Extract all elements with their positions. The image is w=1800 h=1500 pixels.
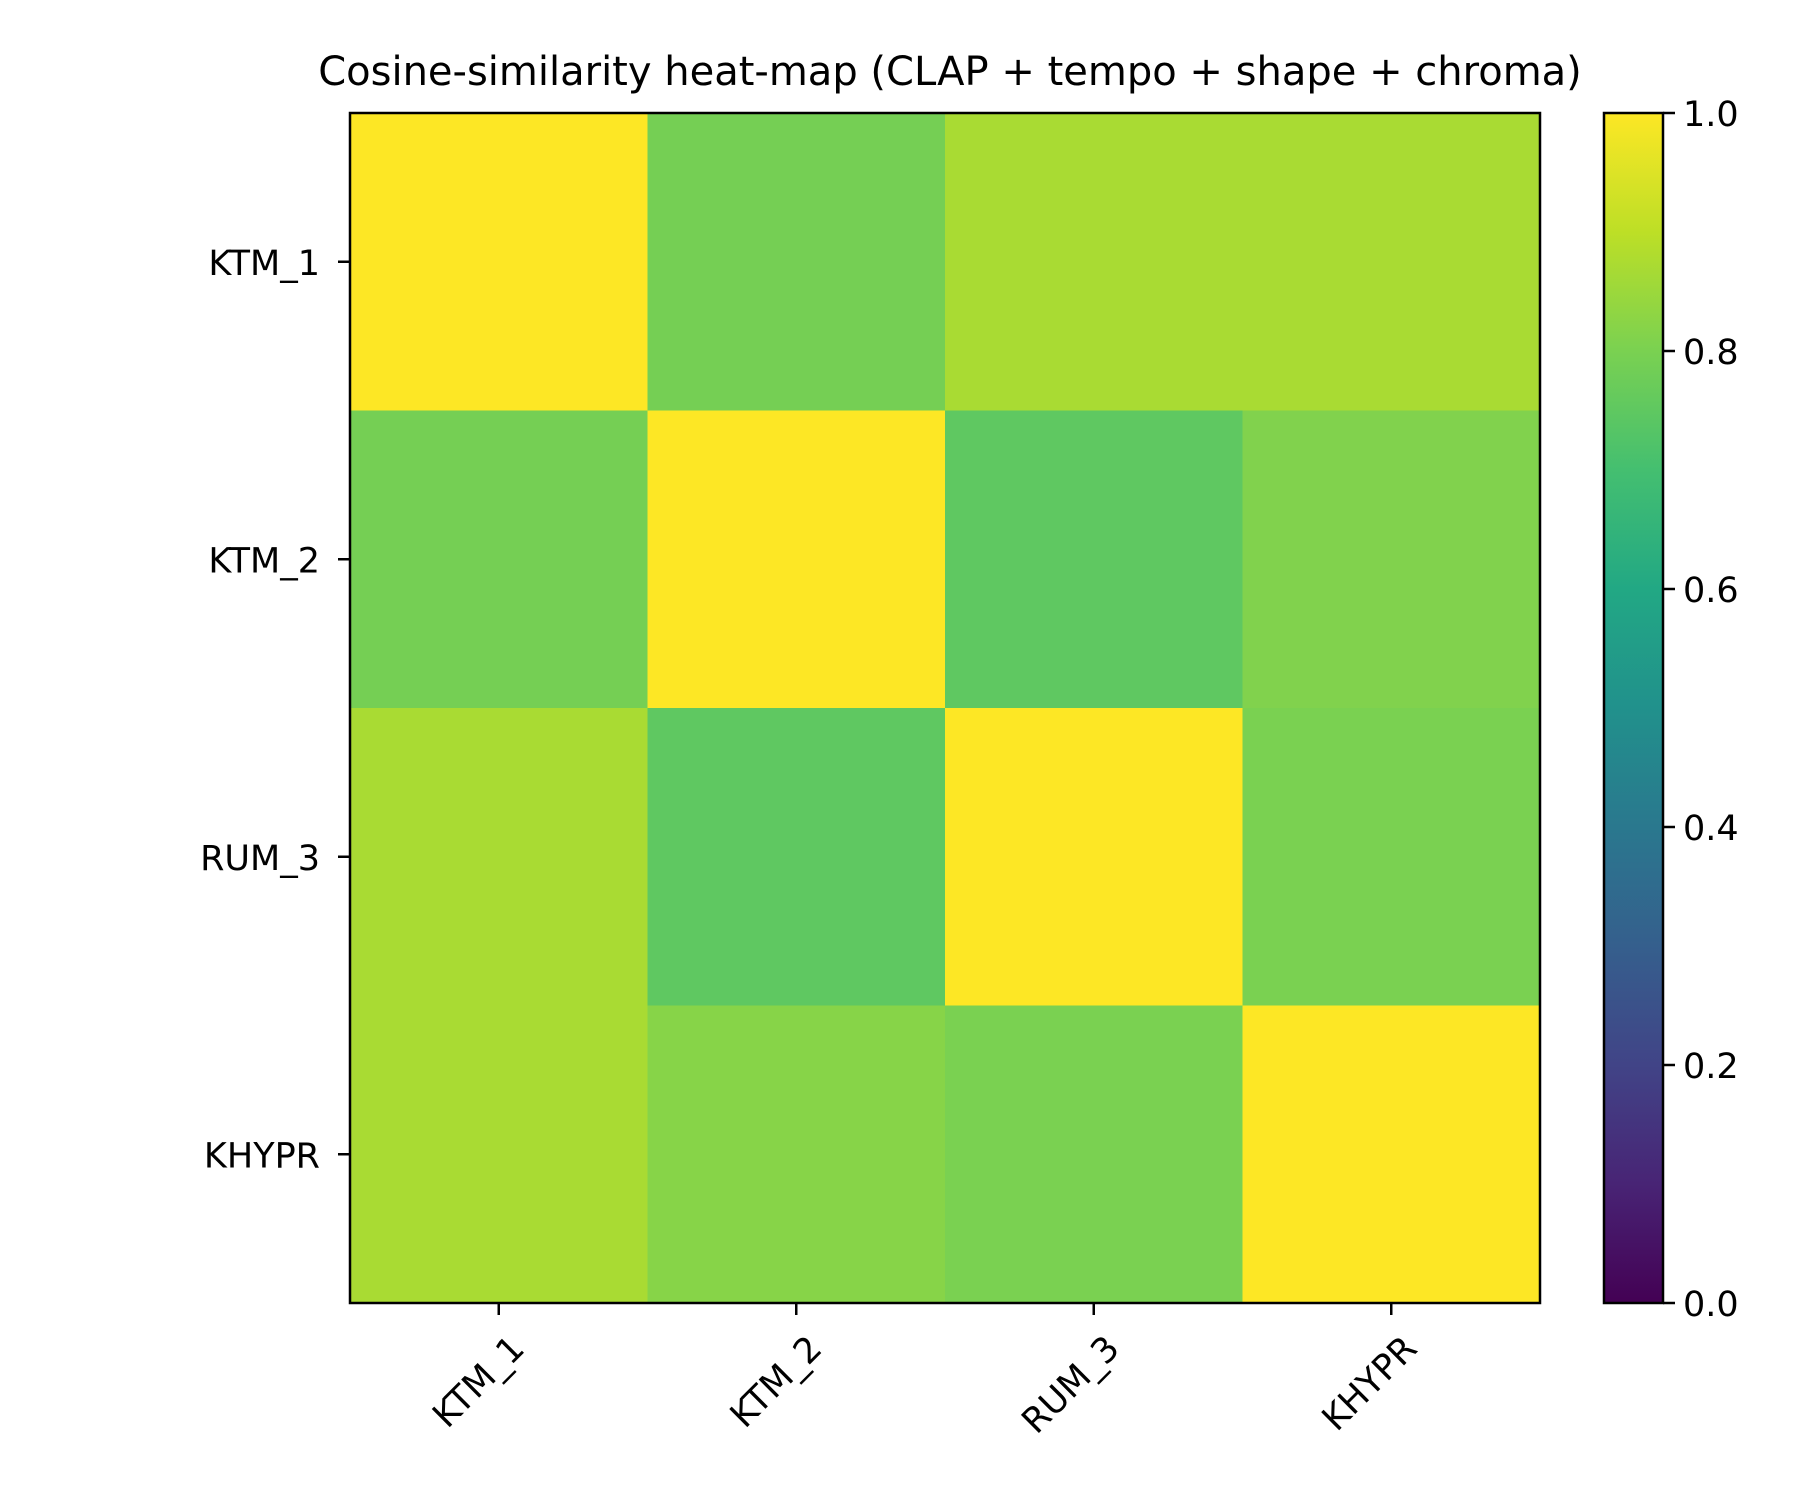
colorbar-tick-label: 0.2	[1683, 1047, 1739, 1087]
colorbar-tick-label: 0.8	[1683, 333, 1739, 373]
y-tick-label: KHYPR	[204, 1136, 320, 1176]
x-tick-label: KTM_2	[723, 1329, 830, 1436]
heatmap-cell-1-0	[350, 410, 648, 709]
colorbar-tick-label: 0.6	[1683, 571, 1739, 611]
colorbar-tick-label: 0.4	[1683, 809, 1739, 849]
y-tick-label: RUM_3	[200, 839, 320, 879]
x-tick-label: RUM_3	[1015, 1329, 1128, 1442]
heatmap-cell-2-1	[647, 708, 946, 1006]
heatmap-cell-1-3	[1242, 410, 1541, 709]
heatmap-cell-3-3	[1242, 1005, 1541, 1304]
heatmap-cell-2-0	[350, 708, 648, 1006]
heatmap-cell-0-0	[350, 113, 648, 411]
heatmap-cell-3-1	[647, 1005, 946, 1304]
y-axis: KTM_1 KTM_2 RUM_3 KHYPR	[200, 244, 350, 1176]
y-tick-label: KTM_2	[208, 541, 320, 581]
heatmap-cell-0-2	[945, 113, 1243, 411]
heatmap-cell-3-2	[945, 1005, 1243, 1304]
heatmap-cells	[350, 113, 1541, 1304]
heatmap-cell-2-2	[945, 708, 1243, 1006]
heatmap-cell-0-1	[647, 113, 946, 411]
colorbar-tick-label: 0.0	[1683, 1285, 1739, 1325]
chart-title: Cosine-similarity heat-map (CLAP + tempo…	[318, 49, 1582, 95]
colorbar-tick-label: 1.0	[1683, 95, 1739, 135]
x-axis: KTM_1 KTM_2 RUM_3 KHYPR	[425, 1303, 1425, 1442]
heatmap-cell-1-2	[945, 410, 1243, 709]
x-tick-label: KHYPR	[1315, 1329, 1425, 1439]
y-tick-label: KTM_1	[208, 244, 320, 284]
heatmap-cell-0-3	[1242, 113, 1541, 411]
x-tick-label: KTM_1	[425, 1329, 532, 1436]
colorbar	[1602, 111, 1665, 1305]
heatmap-cell-3-0	[350, 1005, 648, 1304]
colorbar-axis: 0.0 0.2 0.4 0.6 0.8 1.0	[1663, 95, 1739, 1325]
heatmap-cell-1-1	[647, 410, 946, 709]
plot-frame	[348, 111, 1542, 1305]
heatmap-cell-2-3	[1242, 708, 1541, 1006]
